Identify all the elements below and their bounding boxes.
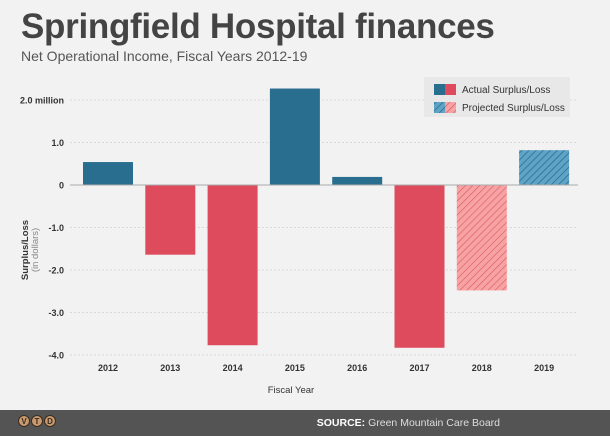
legend-swatch-projected-blue (434, 102, 445, 113)
bar-2012 (83, 162, 133, 185)
bar-chart: 2.0 million 1.0 0 -1.0 -2.0 -3.0 -4.0 2012 2013 2… (19, 77, 578, 396)
bar-2018 (456, 185, 507, 291)
x-tick-label: 2014 (223, 363, 243, 373)
x-tick-label: 2017 (409, 363, 429, 373)
source-text: Green Mountain Care Board (368, 417, 500, 429)
bar-2016 (332, 176, 383, 185)
legend-swatch-projected-red (445, 102, 456, 113)
legend-label-projected: Projected Surplus/Loss (462, 103, 565, 114)
y-tick-label: -3.0 (48, 308, 64, 318)
chart-title: Springfield Hospital finances (21, 7, 495, 46)
bar-2014 (207, 185, 258, 346)
legend-swatch-actual-red (445, 84, 456, 95)
legend: Actual Surplus/Loss Projected Surplus/Lo… (424, 77, 570, 117)
logo-letter: V (18, 415, 30, 427)
logo-letter: T (31, 415, 43, 427)
chart-subtitle: Net Operational Income, Fiscal Years 201… (21, 48, 308, 64)
y-tick-label: -4.0 (48, 351, 64, 361)
y-tick-label: 0 (59, 181, 64, 191)
source-credit: SOURCE: Green Mountain Care Board (317, 417, 500, 429)
logo-letter: D (44, 415, 56, 427)
x-tick-label: 2013 (160, 363, 180, 373)
x-tick-label: 2018 (472, 363, 492, 373)
vtd-logo[interactable]: V T D (18, 415, 56, 427)
bar-2015 (269, 88, 320, 185)
source-label: SOURCE: (316, 417, 366, 429)
bar-2017 (394, 185, 445, 348)
x-tick-label: 2019 (534, 363, 554, 373)
y-axis-sublabel: (in dollars) (30, 228, 41, 272)
bar-2019 (519, 150, 570, 185)
x-tick-label: 2012 (98, 363, 118, 373)
y-tick-label: -2.0 (48, 266, 64, 276)
x-tick-label: 2016 (347, 363, 367, 373)
legend-label-actual: Actual Surplus/Loss (462, 85, 550, 96)
x-tick-label: 2015 (285, 363, 305, 373)
y-axis-label: Surplus/Loss (20, 220, 31, 280)
y-tick-label: 1.0 (51, 138, 64, 148)
legend-swatch-actual-blue (434, 84, 445, 95)
x-axis-label: Fiscal Year (268, 385, 314, 396)
footer-bar: V T D SOURCE: Green Mountain Care Board (0, 410, 610, 436)
y-tick-label: -1.0 (48, 223, 64, 233)
bar-2013 (145, 185, 196, 255)
y-tick-label: 2.0 million (20, 96, 64, 106)
